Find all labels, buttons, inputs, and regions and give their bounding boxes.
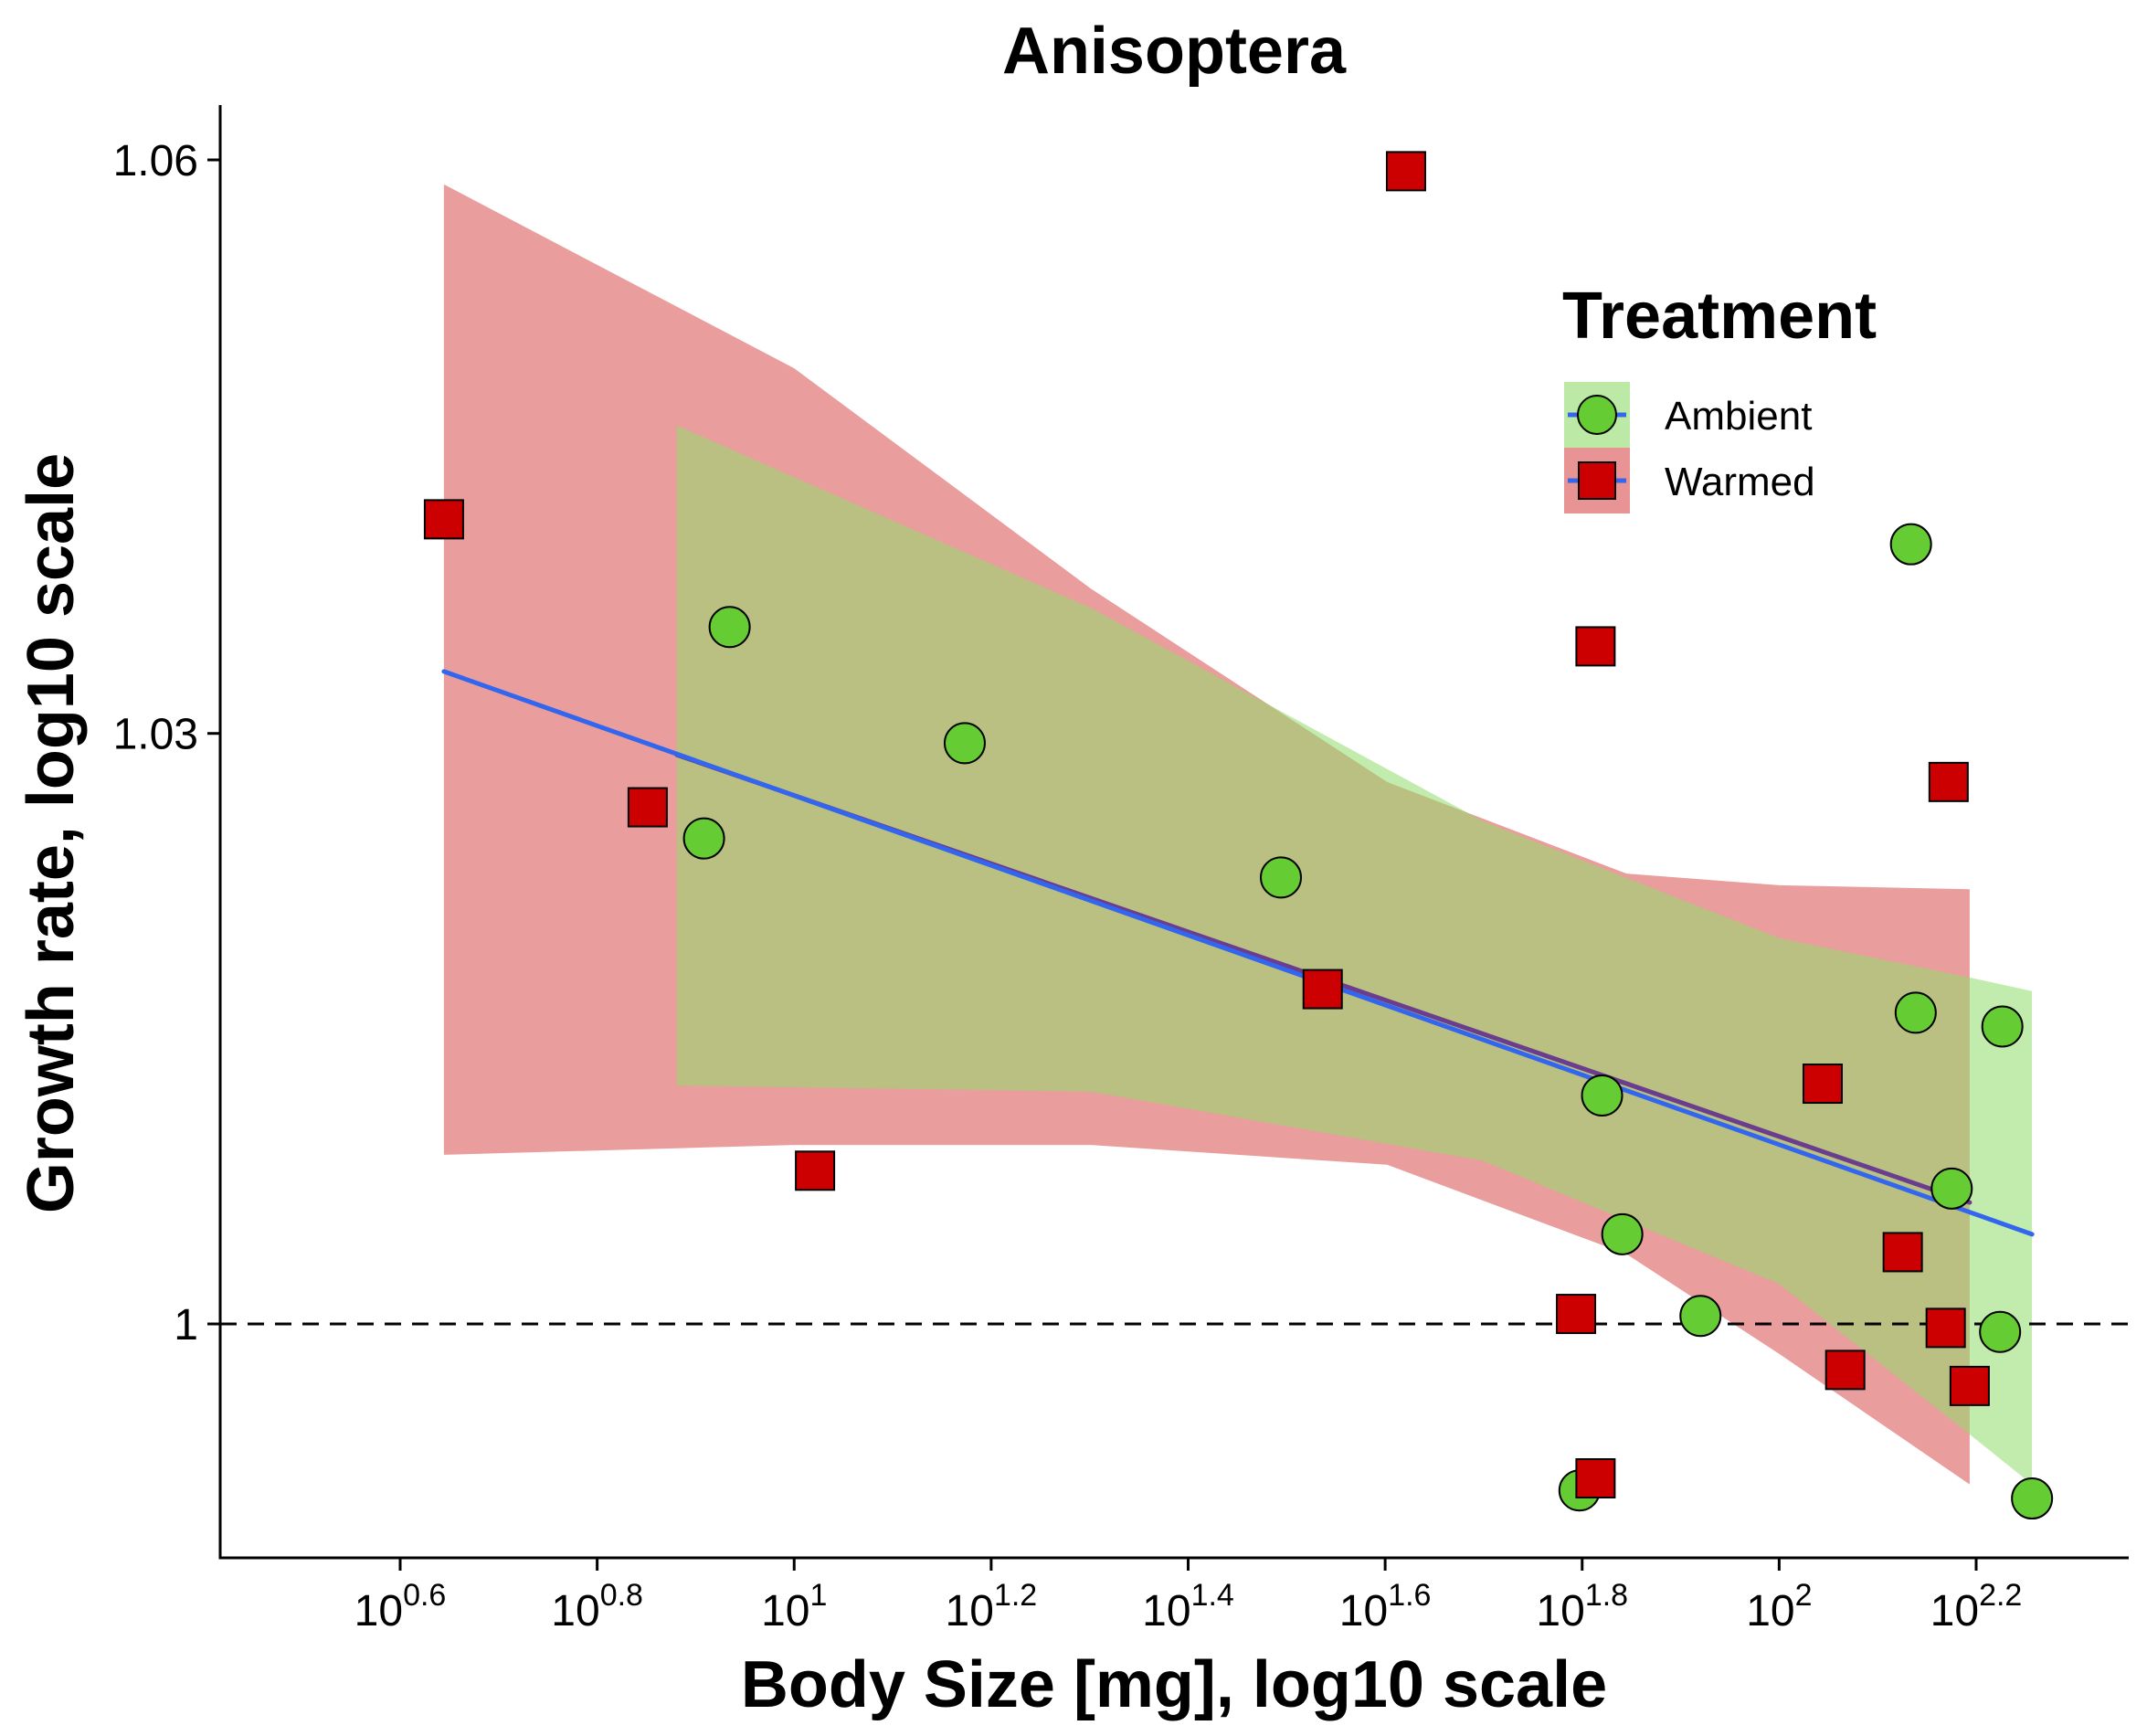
chart-title: Anisoptera (1002, 15, 1347, 88)
warmed-point-6 (1575, 1458, 1616, 1499)
warmed-point-7 (1575, 626, 1616, 667)
ambient-point-12 (1979, 1310, 2022, 1353)
x-axis-ticks: 100.6 100.8 101 101.2 101.4 101.6 101.8 102 102.… (354, 1558, 2023, 1635)
ambient-point-10 (1930, 1167, 1973, 1210)
warmed-point-8 (1802, 1064, 1843, 1105)
ambient-point-0 (682, 817, 725, 860)
warmed-point-1 (627, 787, 668, 828)
y-axis-ticks: 1 1.03 1.06 (113, 137, 220, 1350)
warmed-point-12 (1928, 761, 1969, 802)
warmed-point-10 (1882, 1232, 1923, 1273)
legend-label-1: Warmed (1665, 460, 1815, 504)
x-tick-label-6: 101.8 (1536, 1578, 1628, 1635)
warmed-point-3 (1302, 969, 1343, 1010)
legend: Treatment Ambient Warmed (1562, 280, 1877, 513)
ambient-point-9 (1894, 991, 1937, 1034)
warmed-point-13 (1949, 1365, 1990, 1406)
y-tick-label-0: 1 (174, 1301, 198, 1350)
ambient-point-7 (1679, 1295, 1722, 1338)
data-points (423, 151, 2054, 1520)
y-axis-title: Growth rate, log10 scale (15, 453, 88, 1213)
ambient-point-3 (1260, 856, 1303, 899)
warmed-point-5 (1556, 1294, 1597, 1335)
legend-title: Treatment (1562, 280, 1877, 353)
ambient-point-6 (1601, 1212, 1644, 1255)
ambient-point-1 (708, 606, 751, 649)
warmed-point-4 (1385, 151, 1426, 192)
ambient-point-8 (1889, 523, 1932, 566)
x-tick-label-5: 101.6 (1339, 1578, 1432, 1635)
warmed-point-9 (1824, 1350, 1866, 1391)
y-tick-label-2: 1.06 (113, 137, 198, 185)
legend-key-marker-1 (1578, 461, 1616, 500)
x-tick-label-7: 102 (1746, 1578, 1812, 1635)
warmed-point-0 (423, 499, 464, 540)
x-tick-label-1: 100.8 (551, 1578, 643, 1635)
x-axis-title: Body Size [mg], log10 scale (741, 1648, 1607, 1721)
x-tick-label-4: 101.4 (1142, 1578, 1234, 1635)
ambient-fit-line (441, 669, 2035, 1237)
x-tick-label-8: 102.2 (1930, 1578, 2023, 1635)
warmed-point-11 (1925, 1307, 1966, 1349)
ambient-point-2 (943, 722, 986, 765)
ambient-point-13 (2011, 1477, 2054, 1520)
ambient-point-5 (1581, 1074, 1623, 1117)
y-tick-label-1: 1.03 (113, 711, 198, 759)
confidence-bands (443, 184, 2033, 1485)
x-tick-label-3: 101.2 (946, 1578, 1038, 1635)
ambient-point-11 (1981, 1005, 2024, 1048)
legend-key-marker-0 (1577, 395, 1617, 435)
warmed-point-2 (795, 1150, 836, 1191)
ambient-confidence-band (676, 425, 2033, 1485)
legend-label-0: Ambient (1665, 394, 1812, 439)
x-tick-label-2: 101 (761, 1578, 827, 1635)
x-tick-label-0: 100.6 (354, 1578, 447, 1635)
